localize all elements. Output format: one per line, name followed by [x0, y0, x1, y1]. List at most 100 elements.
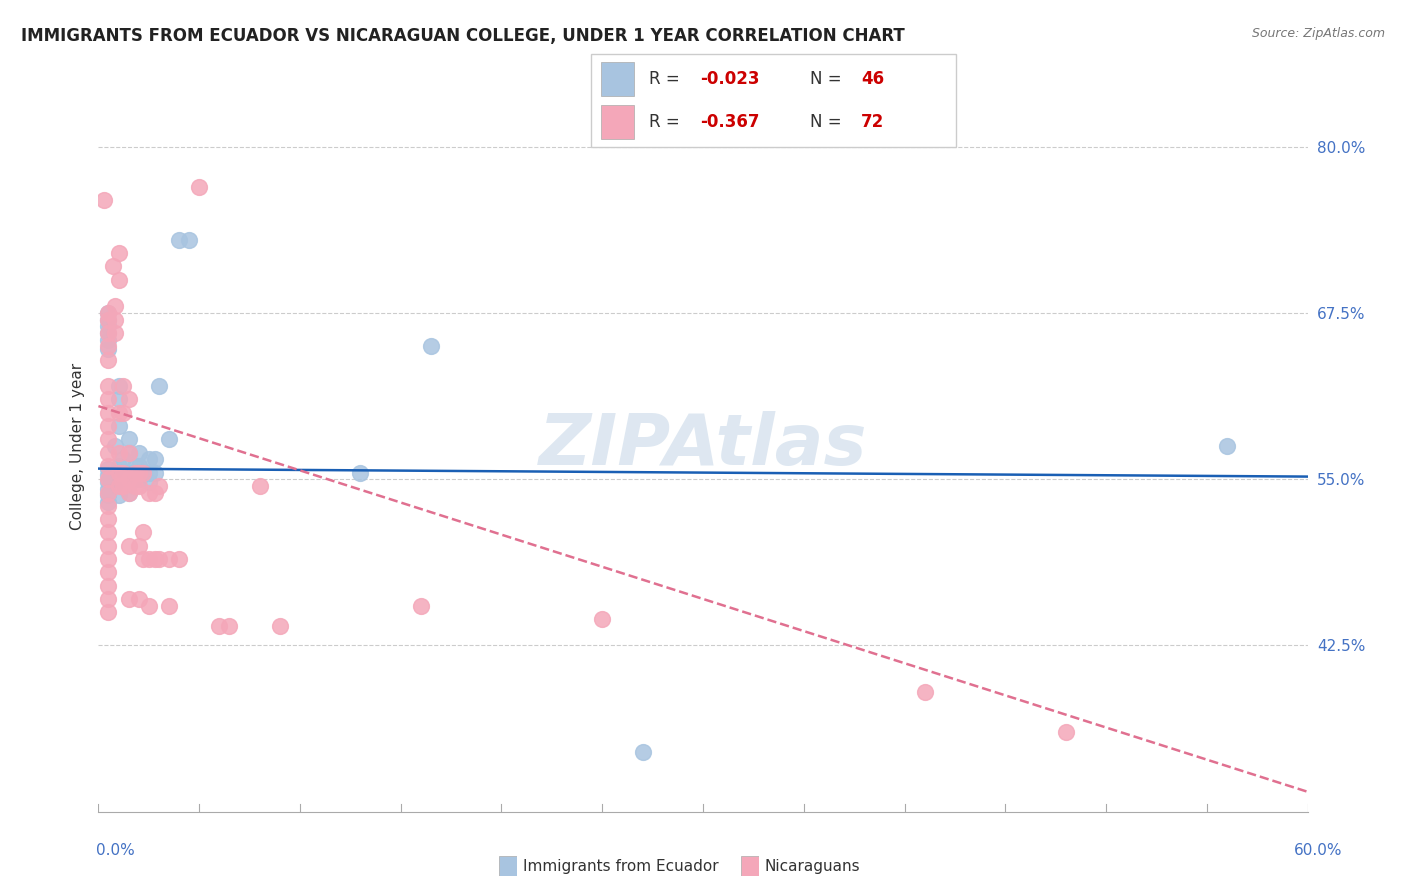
Point: [118, 392, 141, 407]
Point: [124, 466, 146, 480]
Point: [143, 466, 166, 480]
Text: N =: N =: [810, 70, 846, 87]
Point: [97, 342, 120, 356]
Point: [1054, 725, 1077, 739]
Point: [138, 475, 160, 489]
Text: Nicaraguans: Nicaraguans: [765, 859, 860, 873]
Point: [97, 379, 120, 393]
Point: [118, 539, 141, 553]
Point: [118, 445, 141, 459]
Text: ZIPAtlas: ZIPAtlas: [538, 411, 868, 481]
Point: [97, 488, 120, 502]
Point: [157, 433, 180, 447]
Point: [97, 461, 120, 475]
Point: [118, 485, 141, 500]
Point: [128, 472, 150, 486]
Point: [97, 485, 120, 500]
Point: [1216, 439, 1239, 453]
Point: [103, 439, 125, 453]
Point: [208, 618, 231, 632]
Text: 0.0%: 0.0%: [96, 843, 135, 858]
Point: [97, 312, 120, 326]
Text: -0.367: -0.367: [700, 113, 759, 131]
Point: [97, 445, 120, 459]
Point: [97, 392, 120, 407]
Point: [107, 379, 129, 393]
Point: [97, 306, 120, 320]
Point: [128, 479, 150, 493]
Text: R =: R =: [650, 70, 685, 87]
Point: [132, 552, 155, 566]
Text: Source: ZipAtlas.com: Source: ZipAtlas.com: [1251, 27, 1385, 40]
Point: [97, 475, 120, 489]
Point: [118, 591, 141, 606]
Text: -0.023: -0.023: [700, 70, 759, 87]
Point: [118, 475, 141, 489]
Point: [111, 406, 134, 420]
Point: [157, 599, 180, 613]
Point: [128, 466, 150, 480]
Point: [111, 379, 134, 393]
Text: Immigrants from Ecuador: Immigrants from Ecuador: [523, 859, 718, 873]
Point: [107, 246, 129, 260]
Point: [97, 566, 120, 580]
Point: [93, 193, 115, 207]
Point: [97, 482, 120, 496]
Point: [97, 495, 120, 509]
Point: [97, 472, 120, 486]
Text: IMMIGRANTS FROM ECUADOR VS NICARAGUAN COLLEGE, UNDER 1 YEAR CORRELATION CHART: IMMIGRANTS FROM ECUADOR VS NICARAGUAN CO…: [21, 27, 905, 45]
Point: [107, 475, 129, 489]
Bar: [602, 105, 634, 139]
Point: [143, 452, 166, 467]
Point: [118, 445, 141, 459]
Point: [97, 552, 120, 566]
Point: [157, 552, 180, 566]
Y-axis label: College, Under 1 year: College, Under 1 year: [69, 362, 84, 530]
Point: [167, 233, 190, 247]
Point: [132, 466, 155, 480]
Point: [97, 419, 120, 434]
Point: [97, 406, 120, 420]
Point: [138, 466, 160, 480]
Point: [138, 552, 160, 566]
Point: [107, 466, 129, 480]
Point: [269, 618, 291, 632]
Point: [124, 458, 146, 473]
Point: [138, 452, 160, 467]
Point: [132, 466, 155, 480]
Point: [631, 745, 654, 759]
Point: [97, 333, 120, 347]
Point: [148, 379, 170, 393]
Point: [128, 445, 150, 459]
Point: [591, 612, 613, 626]
Point: [409, 599, 432, 613]
Point: [97, 458, 120, 473]
Point: [179, 233, 201, 247]
Point: [103, 299, 125, 313]
Point: [111, 475, 134, 489]
Point: [111, 466, 134, 480]
Point: [111, 479, 134, 493]
Point: [97, 499, 120, 513]
Point: [138, 599, 160, 613]
Point: [914, 685, 936, 699]
Point: [97, 326, 120, 340]
Point: [107, 406, 129, 420]
Point: [97, 306, 120, 320]
Point: [143, 485, 166, 500]
Point: [103, 326, 125, 340]
Point: [118, 485, 141, 500]
Point: [124, 479, 146, 493]
Point: [138, 485, 160, 500]
Text: R =: R =: [650, 113, 685, 131]
Point: [97, 319, 120, 334]
Point: [97, 605, 120, 619]
Bar: [602, 62, 634, 95]
Point: [97, 339, 120, 353]
Point: [111, 466, 134, 480]
Point: [97, 512, 120, 526]
Point: [148, 479, 170, 493]
Point: [167, 552, 190, 566]
Point: [107, 419, 129, 434]
Point: [97, 433, 120, 447]
